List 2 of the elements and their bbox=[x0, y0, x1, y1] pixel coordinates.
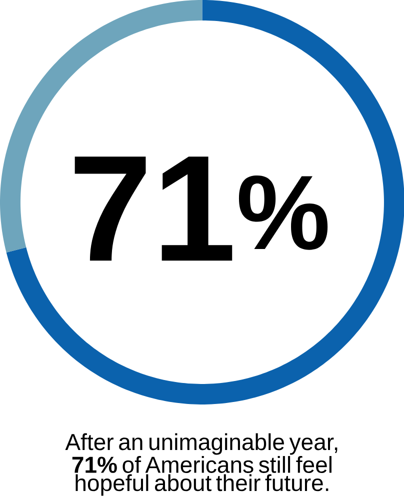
text: 71$^{%}$ bbox=[74, 156, 328, 261]
text: After an unimaginable year, 71% of Americans still feel hopeful about their future. bbox=[65, 433, 337, 496]
